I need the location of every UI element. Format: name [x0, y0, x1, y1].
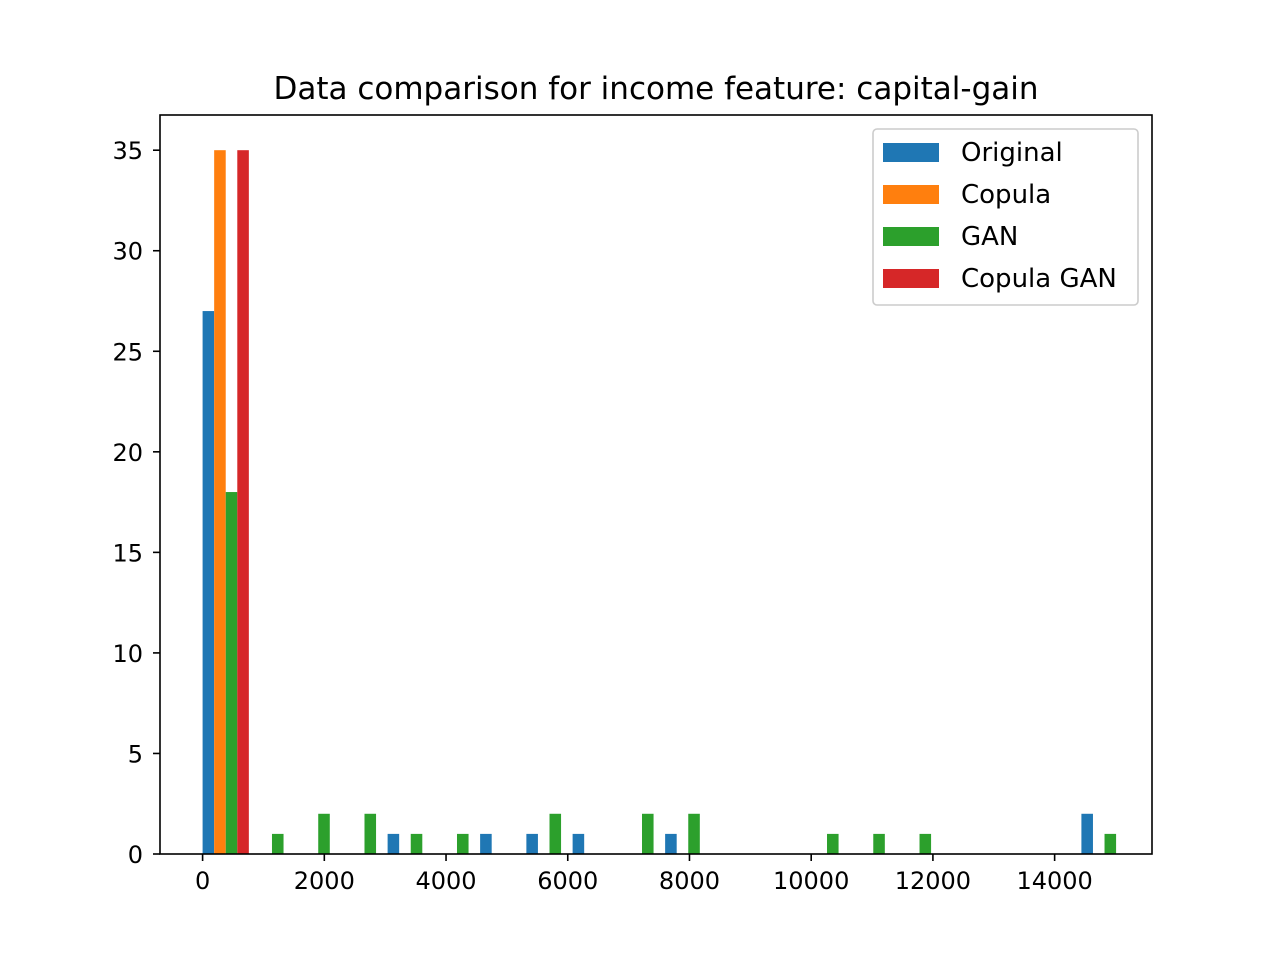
legend-label: Copula GAN	[961, 264, 1117, 294]
y-tick-label: 10	[112, 640, 143, 668]
legend-label: Copula	[961, 180, 1051, 210]
bar	[1081, 813, 1093, 854]
y-tick-label: 5	[128, 740, 143, 768]
bar	[225, 492, 238, 854]
bar	[410, 833, 423, 854]
bar	[214, 150, 226, 854]
y-tick-label: 35	[112, 137, 143, 165]
y-tick-label: 20	[112, 439, 143, 467]
bar	[526, 833, 538, 854]
bar	[271, 833, 284, 854]
bar	[873, 833, 885, 854]
series-copula-gan	[237, 150, 249, 854]
y-tick-label: 0	[128, 841, 143, 869]
legend: Original Copula GAN Copula GAN	[872, 128, 1139, 306]
bar	[549, 813, 562, 854]
y-tick-label: 30	[112, 238, 143, 266]
x-tick-label: 6000	[537, 867, 598, 895]
y-axis: 0 5 10 15 20 25 30 35	[112, 137, 160, 869]
bar	[1104, 833, 1117, 854]
legend-label: GAN	[961, 222, 1018, 252]
x-tick-label: 12000	[895, 867, 971, 895]
y-tick-label: 25	[112, 338, 143, 366]
bar	[387, 833, 400, 854]
bar	[827, 833, 839, 854]
legend-swatch	[883, 143, 939, 162]
legend-swatch	[883, 269, 939, 288]
series-original	[202, 311, 1093, 854]
x-tick-label: 0	[195, 867, 210, 895]
bar	[202, 311, 215, 854]
legend-swatch	[883, 227, 939, 246]
plot-frame	[159, 114, 1153, 855]
series-copula	[214, 150, 226, 854]
legend-swatch	[883, 185, 939, 204]
x-tick-label: 14000	[1016, 867, 1092, 895]
chart-title: Data comparison for income feature: capi…	[273, 71, 1038, 107]
bar	[364, 813, 377, 854]
series-gan	[225, 492, 1117, 854]
x-tick-label: 10000	[773, 867, 849, 895]
x-tick-label: 4000	[415, 867, 476, 895]
bar	[665, 833, 677, 854]
bar	[919, 833, 932, 854]
legend-label: Original	[961, 138, 1063, 168]
bar	[318, 813, 330, 854]
x-axis: 0 2000 4000 6000 8000 10000 12000 14000	[195, 854, 1093, 895]
bar	[456, 833, 469, 854]
y-tick-label: 15	[112, 539, 143, 567]
bar	[572, 833, 585, 854]
x-tick-label: 2000	[294, 867, 355, 895]
bar	[237, 150, 249, 854]
bar	[688, 813, 700, 854]
bars-layer	[202, 150, 1117, 854]
bar	[642, 813, 654, 854]
x-tick-label: 8000	[659, 867, 720, 895]
legend-box	[872, 128, 1139, 306]
bar	[480, 833, 492, 854]
